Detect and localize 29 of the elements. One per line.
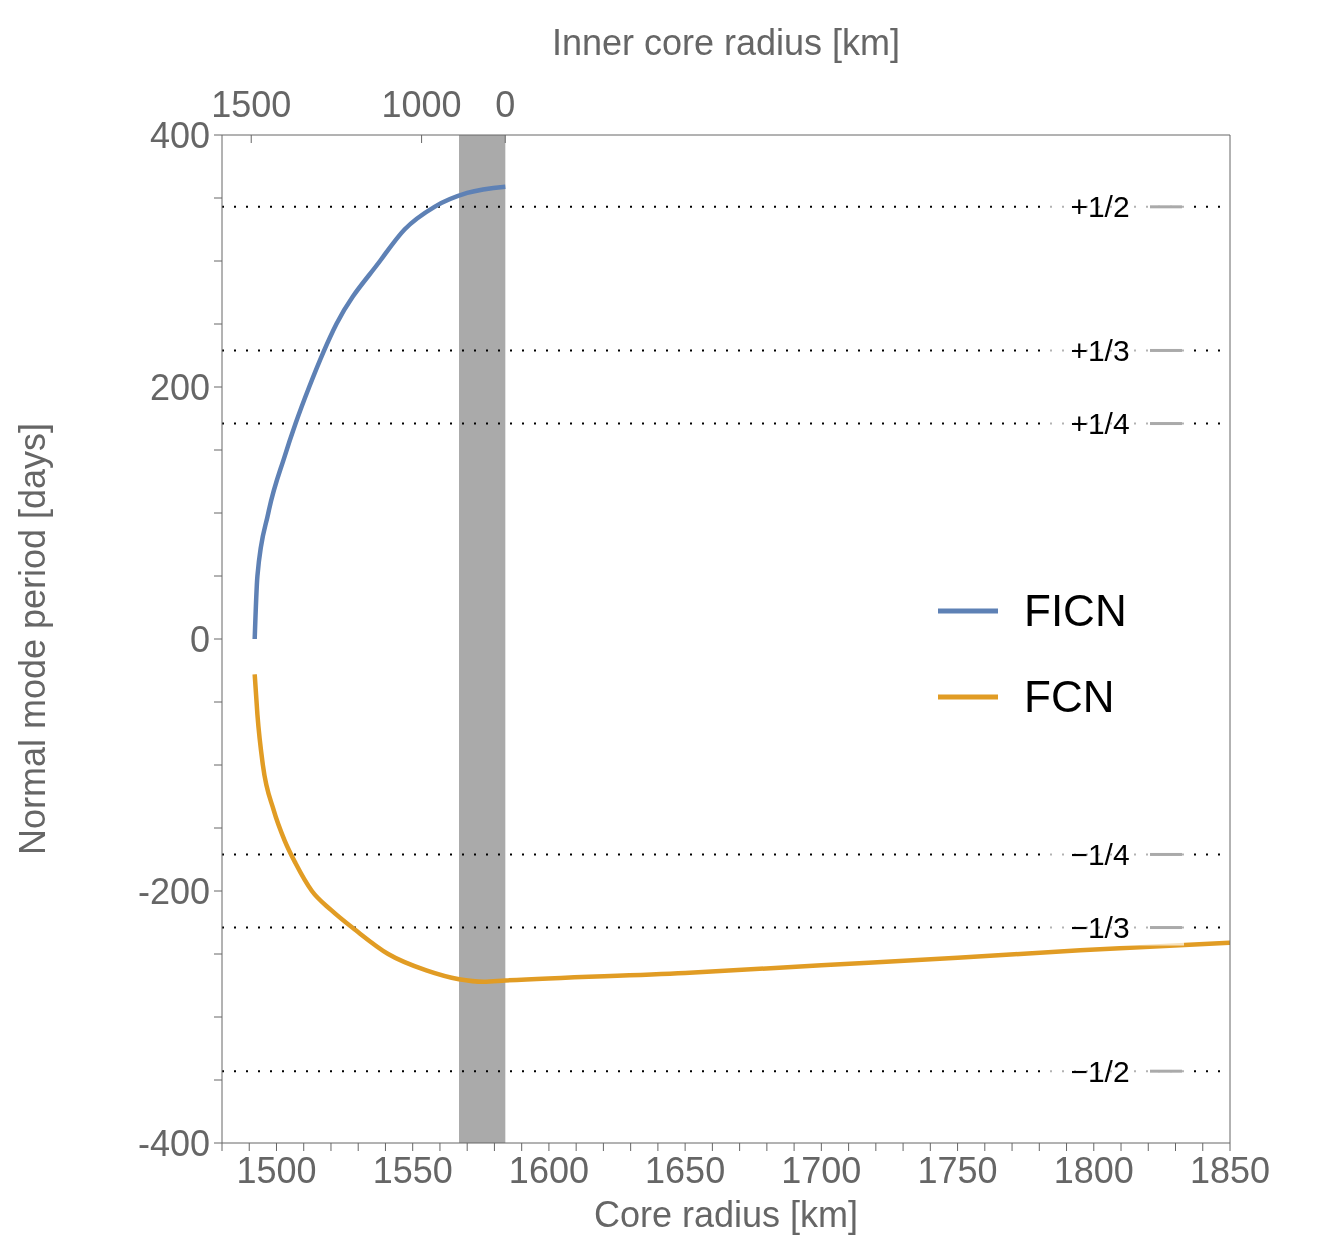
text: 1000 <box>381 84 462 125</box>
y-axis-title: Normal mode period [days] <box>11 422 53 856</box>
line-series <box>252 672 1230 984</box>
y-tick-label: 400 <box>149 114 210 156</box>
legend-label: FICN <box>1024 586 1127 636</box>
y-tick-label: 0 <box>189 618 210 660</box>
annotation: −1/2 <box>1070 1054 1130 1088</box>
x-tick-label: 1650 <box>645 1149 726 1191</box>
x-tick-label: 1500 <box>236 1149 317 1191</box>
annotation: −1/3 <box>1070 911 1130 945</box>
annotation: +1/4 <box>1070 407 1130 441</box>
annotation: +1/2 <box>1070 190 1130 224</box>
x-tick-label: 1600 <box>508 1149 589 1191</box>
x-tick-label: 1550 <box>372 1149 453 1191</box>
x-tick-label: 1850 <box>1189 1149 1271 1191</box>
y-tick-label: 200 <box>149 366 210 408</box>
text: 1500 <box>211 84 292 125</box>
x-tick-label: 1800 <box>1053 1149 1134 1191</box>
text: 0 <box>495 84 516 125</box>
annotation: +1/3 <box>1070 333 1130 367</box>
legend-label: FCN <box>1024 672 1115 722</box>
y-tick-label: -200 <box>137 870 210 912</box>
x2-axis-title: Inner core radius [km] <box>551 22 901 63</box>
annotation: −1/4 <box>1070 837 1130 871</box>
y-tick-label: -400 <box>137 1122 210 1164</box>
line-series <box>252 184 508 642</box>
x-axis-title: Core radius [km] <box>593 1194 859 1235</box>
x-tick-label: 1700 <box>781 1149 862 1191</box>
x-tick-label: 1750 <box>917 1149 998 1191</box>
